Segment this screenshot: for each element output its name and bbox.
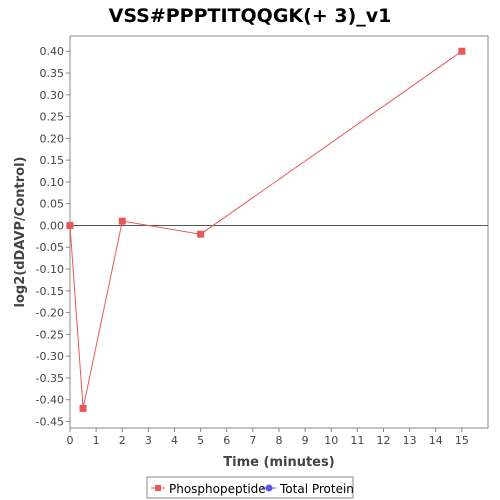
y-tick-label: -0.35	[36, 372, 64, 385]
legend-marker-total-protein	[265, 484, 273, 492]
y-tick-label: -0.45	[36, 415, 64, 428]
plot-area	[69, 35, 489, 429]
y-tick-label: -0.10	[36, 263, 64, 276]
y-tick-label: 0.00	[40, 219, 65, 232]
data-point-phosphopeptide	[458, 47, 466, 55]
y-tick-label: 0.35	[40, 67, 65, 80]
x-axis: 0 1 2 3 4 5 6 7 8 9 10 11 12 13 14 15	[67, 428, 469, 447]
x-tick-label: 14	[429, 434, 443, 447]
x-tick-label: 13	[403, 434, 417, 447]
y-tick-label: -0.30	[36, 350, 64, 363]
x-axis-label: Time (minutes)	[223, 455, 334, 470]
y-tick-label: 0.30	[40, 89, 65, 102]
x-tick-label: 6	[223, 434, 230, 447]
x-tick-label: 9	[302, 434, 309, 447]
y-tick-label: -0.40	[36, 394, 64, 407]
legend: Phosphopeptide Total Protein	[146, 476, 354, 499]
legend-box	[146, 476, 354, 499]
x-tick-label: 10	[324, 434, 338, 447]
y-tick-label: -0.25	[36, 328, 64, 341]
y-tick-label: -0.15	[36, 285, 64, 298]
data-point-phosphopeptide	[79, 404, 87, 412]
x-tick-label: 0	[67, 434, 74, 447]
y-axis-label: log2(dDAVP/Control)	[13, 157, 28, 308]
y-tick-label: 0.40	[40, 45, 65, 58]
y-tick-label: 0.10	[40, 176, 65, 189]
y-tick-label: -0.20	[36, 307, 64, 320]
legend-label-phosphopeptide: Phosphopeptide	[169, 482, 266, 496]
x-tick-label: 5	[197, 434, 204, 447]
legend-marker-phosphopeptide	[155, 485, 161, 491]
x-tick-label: 11	[350, 434, 364, 447]
data-point-phosphopeptide	[197, 230, 205, 238]
data-point-phosphopeptide	[66, 221, 74, 229]
y-tick-label: 0.25	[40, 111, 65, 124]
y-axis: 0.40 0.35 0.30 0.25 0.20 0.15 0.10 0.05 0.00 -0.0…	[36, 45, 70, 428]
x-tick-label: 2	[119, 434, 126, 447]
x-tick-label: 15	[455, 434, 469, 447]
y-tick-label: 0.20	[40, 132, 65, 145]
x-tick-label: 3	[145, 434, 152, 447]
y-tick-label: 0.15	[40, 154, 65, 167]
x-tick-label: 12	[377, 434, 391, 447]
y-tick-label: -0.05	[36, 241, 64, 254]
chart-title: VSS#PPPTITQQGK(+ 3)_v1	[109, 5, 392, 27]
data-point-phosphopeptide	[118, 217, 126, 225]
legend-label-total-protein: Total Protein	[279, 482, 354, 496]
x-tick-label: 4	[171, 434, 178, 447]
series-layer	[66, 47, 466, 412]
y-tick-label: 0.05	[40, 198, 65, 211]
x-tick-label: 1	[93, 434, 100, 447]
x-tick-label: 7	[249, 434, 256, 447]
x-tick-label: 8	[276, 434, 283, 447]
